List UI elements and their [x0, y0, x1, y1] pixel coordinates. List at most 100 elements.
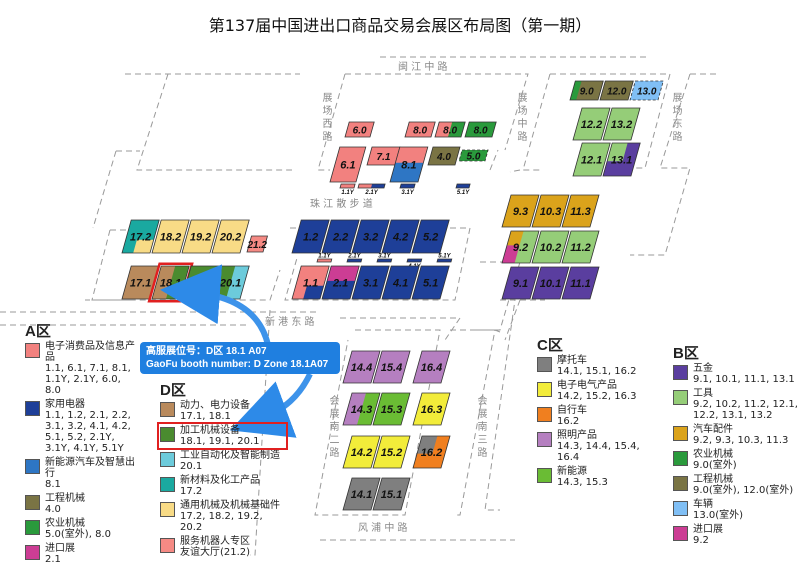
booth-1.1[interactable]: 1.1	[291, 265, 330, 300]
booth-13.2[interactable]: 13.2	[602, 107, 641, 141]
booth-callout: 高服展位号：D区 18.1 A07 GaoFu booth number: D …	[140, 342, 340, 374]
booth-fill	[382, 266, 420, 299]
booth-13.1[interactable]: 13.1	[602, 142, 641, 177]
booth-10.2[interactable]: 10.2	[531, 230, 570, 264]
booth-4.0[interactable]: 4.0	[427, 146, 461, 166]
legend-name: 照明产品	[557, 430, 597, 441]
booth-17.2[interactable]: 17.2	[121, 219, 160, 254]
booth-2.1Y[interactable]: 2.1Y	[357, 183, 386, 196]
booth-12.2[interactable]: 12.2	[572, 107, 611, 141]
booth-fill	[600, 81, 634, 100]
booth-10.3[interactable]: 10.3	[531, 194, 570, 228]
booth-15.3[interactable]: 15.3	[372, 392, 411, 426]
legend-halls: 9.2	[693, 535, 709, 546]
legend-swatch	[25, 401, 40, 416]
legend-item: 照明产品 14.3, 14.4, 15.4, 16.4	[537, 430, 662, 463]
booth-3.1Y[interactable]: 3.1Y	[399, 183, 416, 196]
booth-2.2[interactable]: 2.2	[321, 219, 360, 254]
booth-5.1[interactable]: 5.1	[411, 265, 450, 300]
legend-item: 汽车配件 9.2, 9.3, 10.3, 11.3	[673, 424, 798, 446]
booth-15.1[interactable]: 15.1	[372, 477, 411, 511]
legend-name: 农业机械	[693, 449, 733, 460]
booth-6.0[interactable]: 6.0	[344, 121, 375, 138]
booth-5.0[interactable]: 5.0	[458, 149, 489, 163]
booth-5.2[interactable]: 5.2	[411, 219, 450, 254]
booth-11.3[interactable]: 11.3	[561, 194, 600, 228]
booth-1.2[interactable]: 1.2	[291, 219, 330, 254]
legend-text: 工具 9.2, 10.2, 11.2, 12.1, 12.2, 13.1, 13.…	[693, 388, 798, 421]
legend-swatch	[537, 382, 552, 397]
booth-fill	[562, 195, 599, 227]
booth-6.1[interactable]: 6.1	[329, 146, 367, 183]
booth-14.2[interactable]: 14.2	[342, 435, 381, 469]
legend-swatch	[673, 526, 688, 541]
legend-name: 农业机械	[45, 518, 85, 529]
booth-9.1[interactable]: 9.1	[501, 266, 540, 300]
legend-text: 进口展 9.2	[693, 524, 723, 546]
booth-4.2[interactable]: 4.2	[381, 219, 420, 254]
booth-9.3[interactable]: 9.3	[501, 194, 540, 228]
booth-border	[561, 230, 600, 264]
booth-18.2[interactable]: 18.2	[151, 219, 190, 254]
booth-21.2[interactable]: 21.2	[246, 235, 269, 253]
booth-15.4[interactable]: 15.4	[372, 350, 411, 384]
booth-8.0c[interactable]: 8.0	[464, 121, 497, 138]
booth-border	[629, 80, 664, 101]
legend-name: 新能源	[557, 466, 587, 477]
legend-text: 新材料及化工产品 17.2	[180, 475, 260, 497]
booth-8.1[interactable]: 8.1	[389, 146, 429, 183]
booth-fill	[412, 220, 450, 253]
legend-halls: 2.1	[45, 554, 61, 565]
booth-11.2[interactable]: 11.2	[561, 230, 600, 264]
legend-item: 服务机器人专区 友谊大厅(21.2)	[160, 536, 285, 558]
booth-16.3[interactable]: 16.3	[412, 392, 451, 426]
legend-text: 加工机械设备 18.1, 19.1, 20.1	[180, 425, 260, 447]
booth-9.0[interactable]: 9.0	[569, 80, 604, 101]
legend-swatch	[25, 343, 40, 358]
booth-10.1[interactable]: 10.1	[531, 266, 570, 300]
booth-fill	[456, 184, 471, 188]
booth-5.1Y[interactable]: 5.1Y	[455, 183, 471, 196]
booth-fill	[247, 236, 268, 252]
booth-14.4[interactable]: 14.4	[342, 350, 381, 384]
booth-7.1[interactable]: 7.1	[366, 146, 401, 166]
legend-text: 汽车配件 9.2, 9.3, 10.3, 11.3	[693, 424, 788, 446]
booth-4.1[interactable]: 4.1	[381, 265, 420, 300]
booth-fill-part	[607, 143, 628, 162]
booth-8.0b[interactable]: 8.0	[434, 121, 466, 138]
booth-12.0[interactable]: 12.0	[599, 80, 634, 101]
road-label-south2: 会展南二路	[327, 395, 338, 460]
booth-1.1Y[interactable]: 1.1Y	[339, 183, 356, 196]
booth-3.1Yb[interactable]: 3.1Y	[376, 254, 393, 263]
booth-15.2[interactable]: 15.2	[372, 435, 411, 469]
legend-halls: 9.0(室外)	[693, 460, 737, 471]
booth-fill	[343, 478, 380, 510]
booth-fill	[502, 267, 539, 299]
legend-name: 进口展	[693, 524, 723, 535]
booth-2.1[interactable]: 2.1	[321, 265, 360, 300]
booth-label: 5.0	[467, 152, 481, 163]
legend-text: 新能源 14.3, 15.3	[557, 466, 608, 488]
booth-17.1[interactable]: 17.1	[121, 265, 160, 300]
booth-2.1Yb[interactable]: 2.1Y	[346, 254, 363, 263]
booth-14.1[interactable]: 14.1	[342, 477, 381, 511]
booth-20.2[interactable]: 20.2	[211, 219, 250, 254]
booth-border	[412, 350, 451, 384]
booth-3.2[interactable]: 3.2	[351, 219, 390, 254]
booth-14.3[interactable]: 14.3	[342, 392, 381, 426]
booth-13.0[interactable]: 13.0	[629, 80, 664, 101]
booth-12.1[interactable]: 12.1	[572, 142, 611, 177]
booth-5.1Yb[interactable]: 5.1Y	[436, 254, 453, 263]
booth-19.2[interactable]: 19.2	[181, 219, 220, 254]
booth-border	[316, 258, 333, 263]
booth-fill	[367, 147, 400, 165]
booth-label: 2.2	[332, 232, 348, 244]
booth-fill-part	[357, 393, 380, 425]
booth-9.2[interactable]: 9.2	[501, 230, 540, 264]
booth-3.1[interactable]: 3.1	[351, 265, 390, 300]
booth-16.2[interactable]: 16.2	[412, 435, 451, 469]
booth-11.1[interactable]: 11.1	[561, 266, 600, 300]
booth-16.4[interactable]: 16.4	[412, 350, 451, 384]
booth-1.1Yb[interactable]: 1.1Y	[316, 254, 333, 263]
booth-8.0a[interactable]: 8.0	[404, 121, 436, 138]
